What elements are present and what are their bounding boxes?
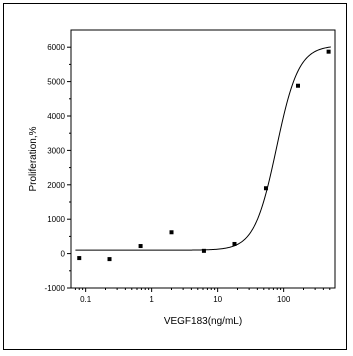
y-tick-label: -1000 <box>45 284 66 293</box>
x-tick-label: 1 <box>149 295 154 304</box>
fit-curve <box>75 46 331 251</box>
y-tick-label: 6000 <box>47 43 65 52</box>
y-tick-label: 2000 <box>47 181 65 190</box>
data-point <box>169 230 174 235</box>
y-axis-label: Proliferation,% <box>28 126 39 191</box>
data-point <box>326 49 331 54</box>
data-point <box>232 241 237 246</box>
x-axis-label: VEGF183(ng/mL) <box>164 316 242 327</box>
y-tick-label: 4000 <box>47 112 65 121</box>
y-tick-label: 1000 <box>47 215 65 224</box>
data-points <box>77 49 331 262</box>
y-tick-label: 5000 <box>47 78 65 87</box>
y-tick-label: 3000 <box>47 146 65 155</box>
data-point <box>138 244 143 249</box>
x-tick-label: 0.1 <box>80 295 92 304</box>
data-point <box>77 256 82 261</box>
chart-frame <box>3 3 347 350</box>
x-tick-label: 10 <box>213 295 222 304</box>
data-point <box>107 257 112 262</box>
y-tick-label: 0 <box>61 250 66 259</box>
data-point <box>295 83 300 88</box>
x-tick-label: 100 <box>277 295 291 304</box>
ticks: 0.1 1 10 100 -1000 0 1000 2000 3000 4000 5000 6000 <box>45 43 331 304</box>
data-point <box>201 248 206 253</box>
data-point <box>263 186 268 191</box>
